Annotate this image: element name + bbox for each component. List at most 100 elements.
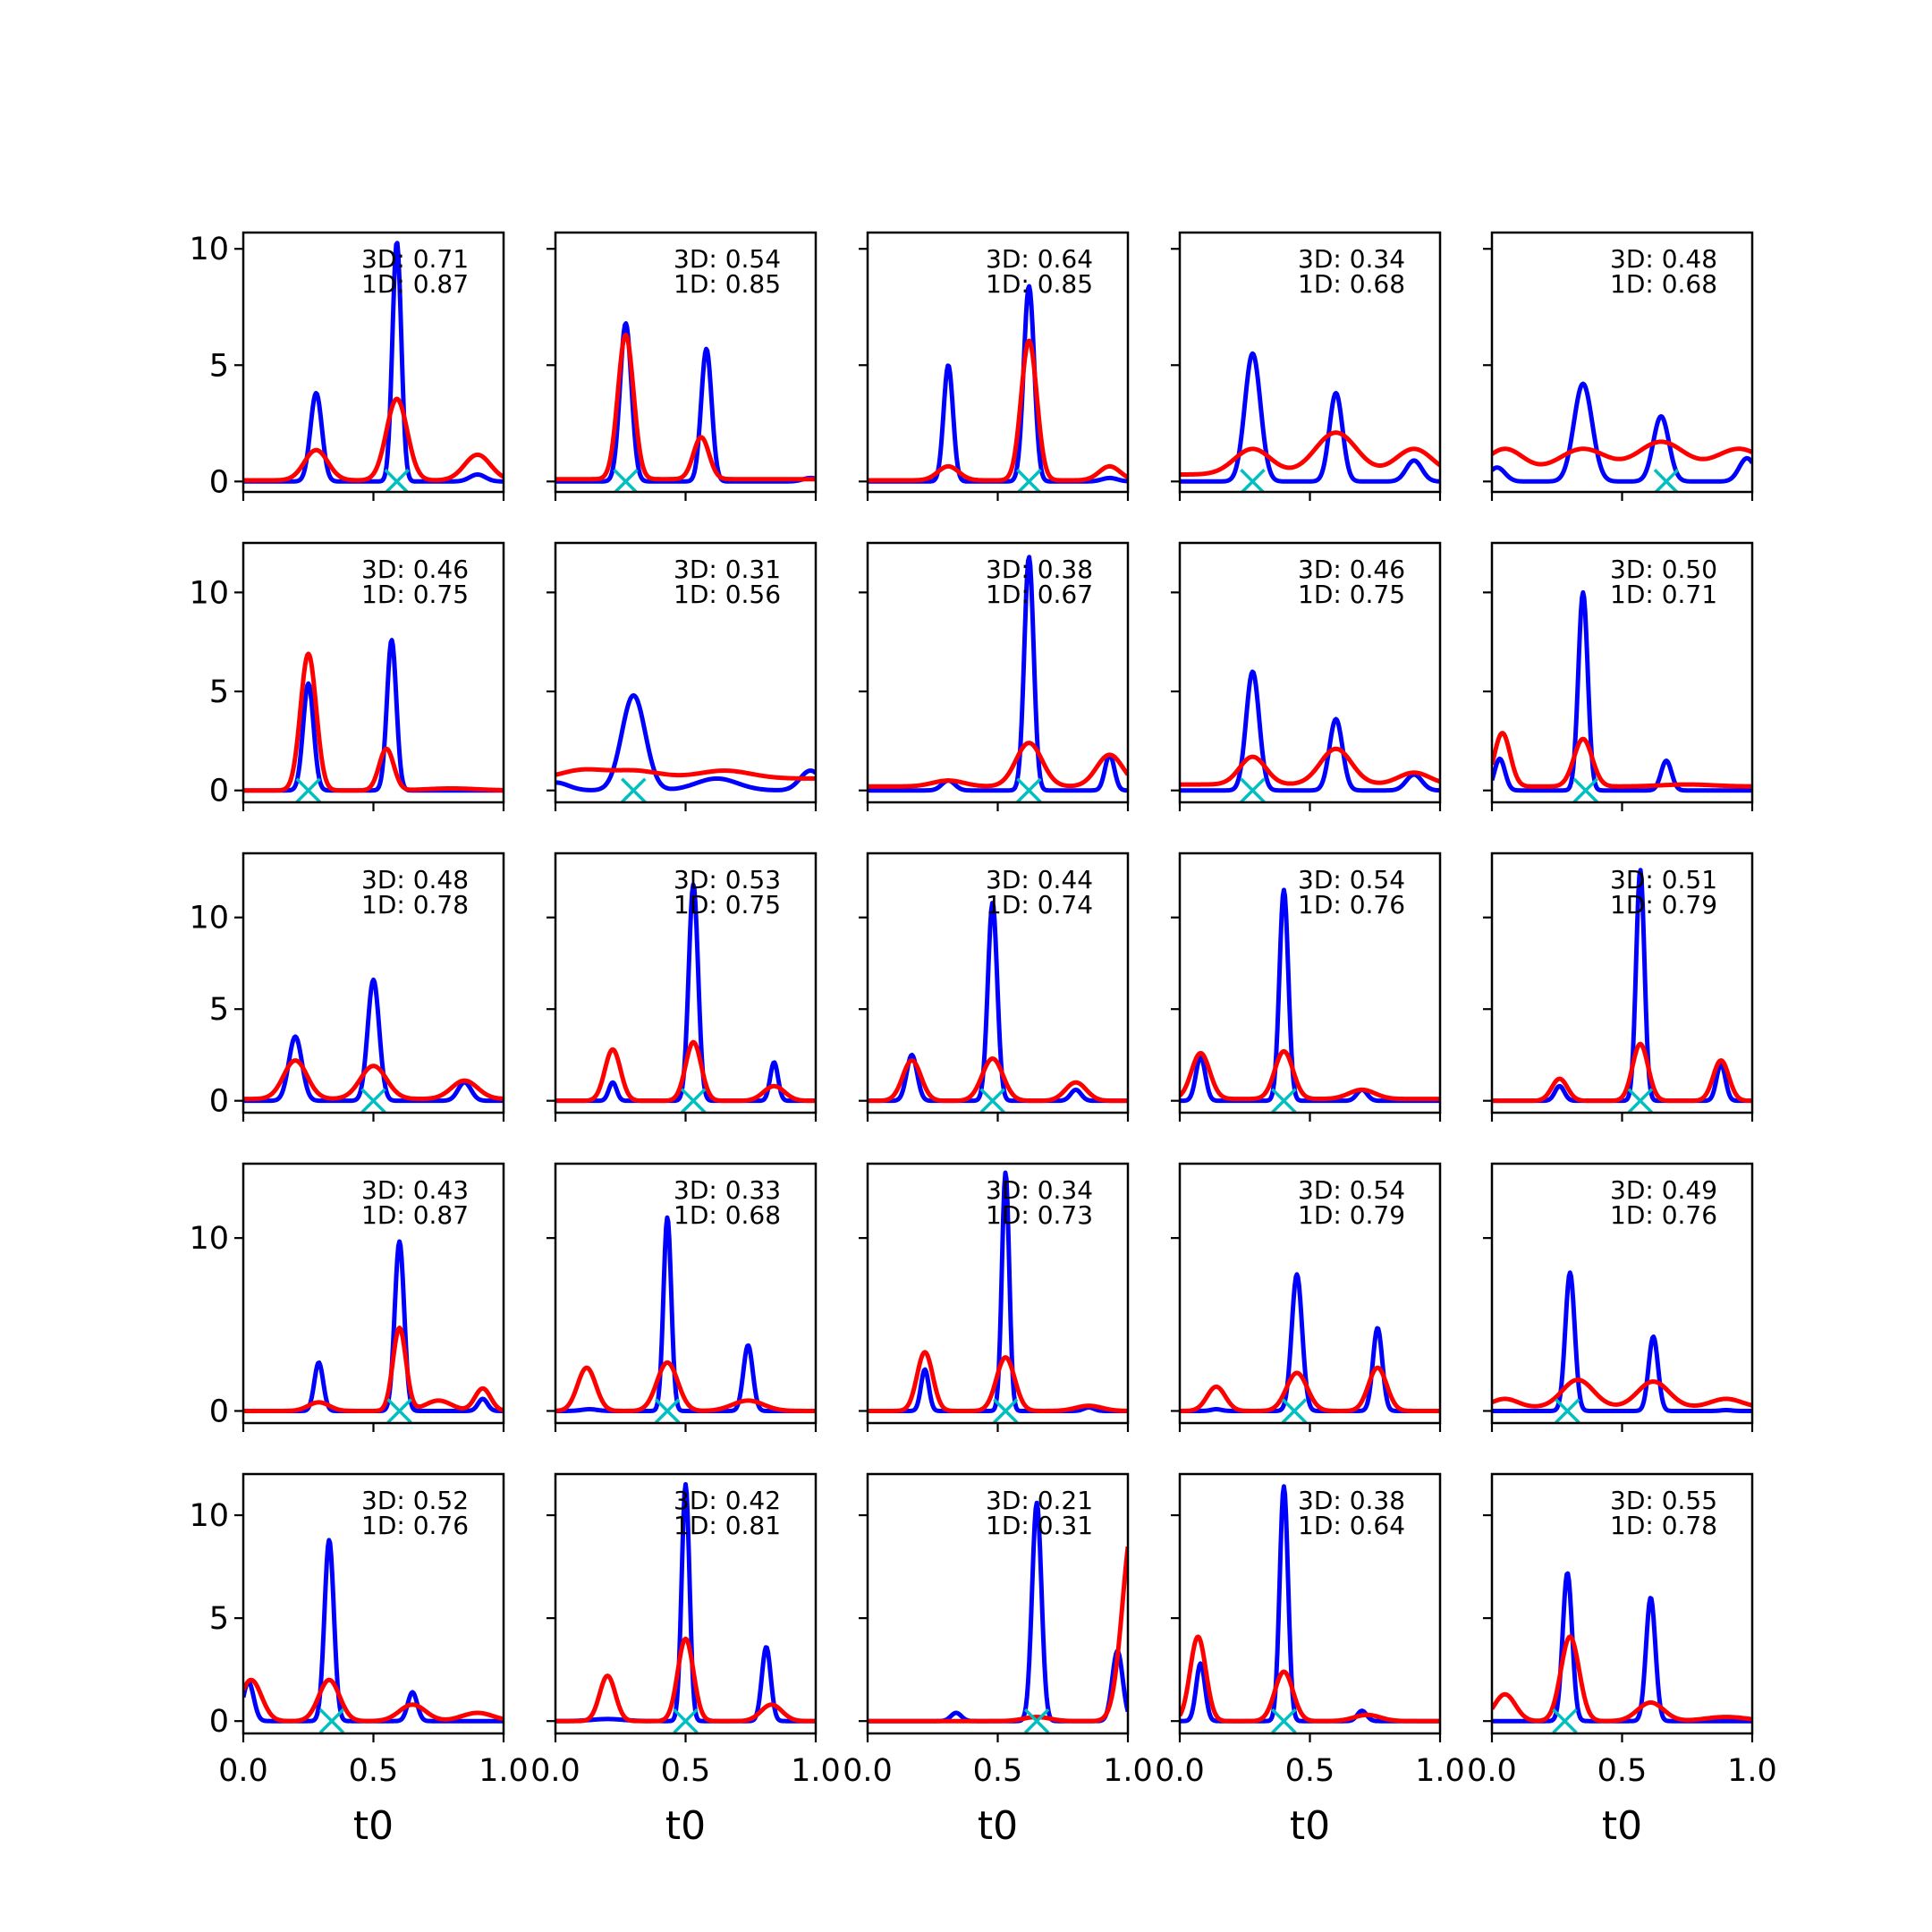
plot-area [243,638,504,802]
red-series-line [243,651,504,793]
score-annotation: 1D: 0.64 [1298,1511,1405,1540]
red-series-line [1492,1634,1752,1724]
plot-area [555,1482,816,1733]
score-annotation: 3D: 0.64 [986,244,1093,274]
red-series-line [243,1677,504,1724]
x-marker [1271,1707,1297,1733]
x-marker [1016,469,1042,492]
red-series-line [555,1360,816,1413]
x-axis-label: t0 [978,1803,1018,1849]
plot-area [555,692,816,802]
x-marker [1016,777,1042,802]
y-tick-label: 0 [209,1704,229,1740]
score-annotation: 3D: 0.42 [674,1486,781,1515]
x-marker [1271,1088,1297,1113]
x-tick-label: 0.5 [349,1753,399,1789]
x-tick-label: 0.5 [973,1753,1023,1789]
score-annotation: 1D: 0.85 [986,269,1093,299]
blue-series-line [555,321,816,484]
y-tick-label: 10 [189,1498,229,1534]
x-marker [1653,469,1680,492]
plot-area [868,284,1128,492]
y-tick-label: 0 [209,464,229,500]
x-marker [384,469,410,492]
plot-area [1180,1272,1440,1423]
plot-area [1180,1484,1440,1733]
blue-series-line [1492,589,1752,793]
x-marker [1627,1088,1654,1113]
red-series-line [555,767,816,781]
score-annotation: 1D: 0.76 [1610,1200,1717,1230]
y-tick-label: 5 [209,1601,229,1637]
x-tick-label: 0.5 [1597,1753,1648,1789]
x-tick-label: 0.5 [661,1753,711,1789]
score-annotation: 1D: 0.76 [361,1511,469,1540]
score-annotation: 3D: 0.55 [1610,1486,1717,1515]
x-marker [386,1398,412,1423]
plot-area [555,882,816,1113]
plot-area [1180,351,1440,492]
red-series-line [1180,1634,1440,1724]
y-tick-label: 0 [209,1394,229,1429]
x-marker [680,1088,707,1113]
score-annotation: 3D: 0.52 [361,1486,469,1515]
plot-area [868,555,1128,802]
score-annotation: 3D: 0.38 [1298,1486,1405,1515]
y-tick-label: 10 [189,901,229,936]
x-marker [992,1398,1019,1423]
score-annotation: 3D: 0.21 [986,1486,1093,1515]
score-annotation: 3D: 0.46 [1298,555,1405,584]
y-tick-label: 0 [209,774,229,809]
red-series-line [243,396,504,483]
plot-area [555,1215,816,1423]
score-annotation: 3D: 0.48 [1610,244,1717,274]
red-series-line [1492,731,1752,789]
x-tick-label: 1.0 [479,1753,529,1789]
x-tick-label: 1.0 [1103,1753,1153,1789]
red-series-line [243,1058,504,1102]
score-annotation: 3D: 0.38 [986,555,1093,584]
score-annotation: 3D: 0.53 [674,865,781,894]
plot-area [1492,1571,1752,1733]
plot-area [868,1500,1128,1733]
plot-area [1492,1270,1752,1423]
x-tick-label: 1.0 [1727,1753,1777,1789]
score-annotation: 1D: 0.81 [674,1511,781,1540]
x-tick-label: 0.0 [530,1753,580,1789]
score-annotation: 3D: 0.54 [1298,1175,1405,1205]
score-annotation: 1D: 0.74 [986,890,1093,919]
y-tick-label: 10 [189,232,229,267]
red-series-line [1180,1048,1440,1102]
score-annotation: 1D: 0.78 [1610,1511,1717,1540]
x-tick-label: 0.0 [218,1753,268,1789]
red-series-line [555,1636,816,1724]
x-axis-label: t0 [353,1803,394,1849]
y-tick-label: 5 [209,992,229,1028]
x-marker [360,1088,386,1113]
blue-series-line [555,882,816,1104]
plot-area [243,1538,504,1733]
score-annotation: 1D: 0.87 [361,269,469,299]
red-series-line [868,741,1128,789]
score-annotation: 1D: 0.85 [674,269,781,299]
blue-series-line [1492,1270,1752,1413]
score-annotation: 3D: 0.34 [1298,244,1405,274]
plot-area [243,241,504,492]
x-marker [654,1398,681,1423]
score-annotation: 1D: 0.31 [986,1511,1093,1540]
blue-series-line [243,241,504,484]
